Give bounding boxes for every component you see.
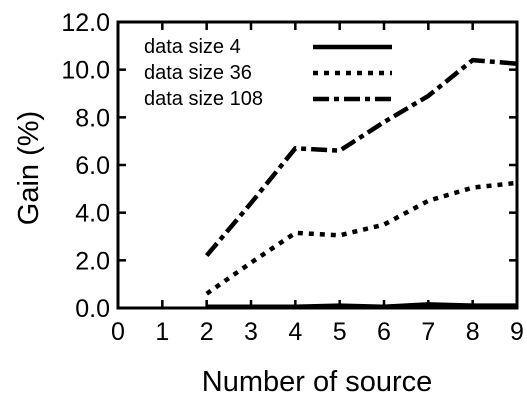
series-line-data-size-4: [206, 302, 517, 310]
x-tick-label-8: 8: [466, 318, 480, 346]
tick-labels: 0 1 2 3 4 5 6 7 8 9 0.0 2.0 4.0 6.0 8.0 10.0 12.0: [61, 9, 524, 346]
y-tick-label-4.0: 4.0: [75, 200, 110, 228]
x-tick-label-5: 5: [333, 318, 347, 346]
legend-label-data-size-108: data size 108: [144, 88, 263, 110]
series-line-data-size-108: [204, 57, 518, 258]
y-tick-label-8.0: 8.0: [75, 104, 110, 132]
y-tick-label-2.0: 2.0: [75, 247, 110, 275]
x-axis-title: Number of source: [202, 366, 433, 398]
x-tick-label-7: 7: [421, 318, 435, 346]
x-tick-label-3: 3: [244, 318, 258, 346]
legend: data size 4 data size 36 data size 108: [144, 36, 392, 110]
series-line-data-size-36: [205, 180, 518, 296]
x-tick-label-1: 1: [155, 318, 169, 346]
y-tick-label-12.0: 12.0: [61, 9, 110, 37]
x-tick-label-4: 4: [288, 318, 302, 346]
y-tick-label-0.0: 0.0: [75, 295, 110, 323]
y-axis-title: Gain (%): [13, 111, 45, 225]
series-lines: [204, 57, 518, 310]
legend-label-data-size-4: data size 4: [144, 36, 241, 58]
x-tick-label-2: 2: [200, 318, 214, 346]
y-tick-label-6.0: 6.0: [75, 152, 110, 180]
y-tick-label-10.0: 10.0: [61, 57, 110, 85]
x-tick-label-0: 0: [111, 318, 125, 346]
legend-label-data-size-36: data size 36: [144, 62, 252, 84]
x-tick-label-6: 6: [377, 318, 391, 346]
x-tick-label-9: 9: [510, 318, 524, 346]
